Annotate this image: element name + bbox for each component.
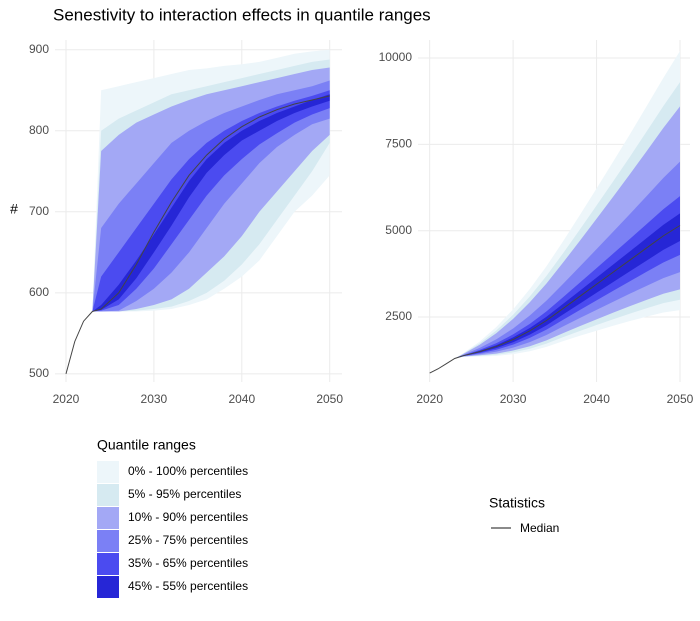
legend-label: Median	[520, 521, 559, 535]
y-tick-label: 700	[29, 204, 49, 218]
y-tick-label: 600	[29, 285, 49, 299]
x-tick-label: 2030	[141, 392, 168, 406]
x-tick-label: 2050	[667, 392, 694, 406]
legend-key	[97, 553, 119, 575]
legend-title: Statistics	[489, 495, 545, 511]
x-tick-label: 2020	[53, 392, 80, 406]
median-line	[65, 95, 330, 375]
y-tick-label: 5000	[385, 223, 412, 237]
y-axis-label: #	[10, 201, 18, 217]
legend-key	[97, 530, 119, 552]
y-tick-label: 800	[29, 123, 49, 137]
quantile-band	[92, 94, 330, 312]
legend-label: 25% - 75% percentiles	[128, 533, 248, 547]
legend-label: 45% - 55% percentiles	[128, 579, 248, 593]
legend-key	[97, 507, 119, 529]
y-tick-label: 10000	[379, 50, 413, 64]
legend-title: Quantile ranges	[97, 437, 196, 453]
quantile-band	[92, 90, 330, 312]
legend-label: 5% - 95% percentiles	[128, 487, 241, 501]
x-tick-label: 2050	[316, 392, 343, 406]
y-tick-label: 500	[29, 366, 49, 380]
x-tick-label: 2030	[500, 392, 527, 406]
median-line	[429, 225, 681, 374]
quantile-band	[454, 196, 680, 359]
legend-label: 35% - 65% percentiles	[128, 556, 248, 570]
y-tick-label: 7500	[385, 136, 412, 150]
legend-label: 10% - 90% percentiles	[128, 510, 248, 524]
y-tick-label: 2500	[385, 309, 412, 323]
x-tick-label: 2020	[416, 392, 443, 406]
legend-key	[97, 576, 119, 598]
legend-label: 0% - 100% percentiles	[128, 464, 248, 478]
legend-key	[97, 484, 119, 506]
x-tick-label: 2040	[228, 392, 255, 406]
y-tick-label: 900	[29, 42, 49, 56]
chart-title: Senestivity to interaction effects in qu…	[53, 5, 431, 24]
x-tick-label: 2040	[583, 392, 610, 406]
legend-key	[97, 461, 119, 483]
